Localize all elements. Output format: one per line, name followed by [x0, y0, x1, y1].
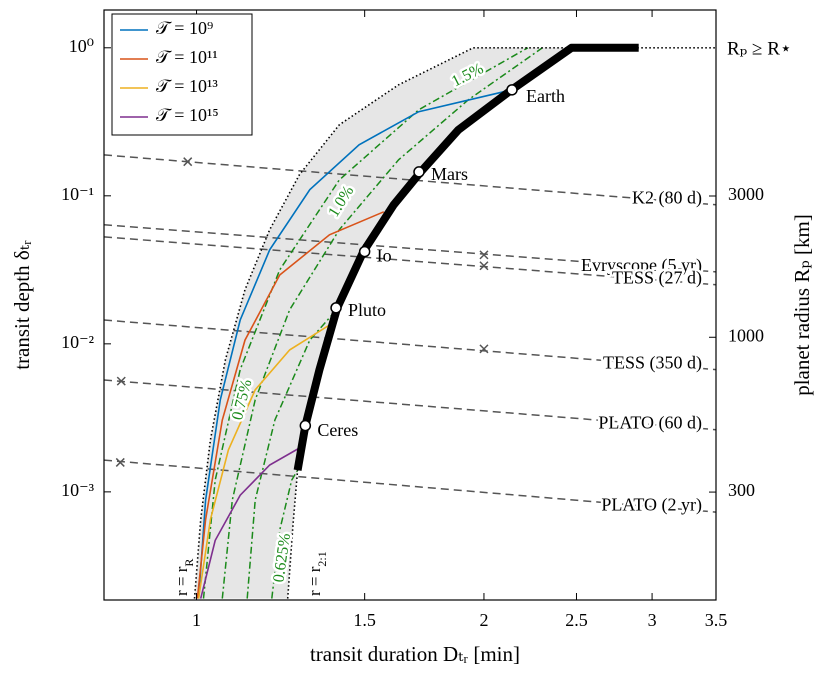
survey-label: Evryscope (5 yr): [581, 255, 702, 276]
survey-line: [104, 154, 716, 206]
plot-frame: [103, 9, 717, 601]
survey-line: [104, 224, 716, 273]
planet-point: [330, 302, 342, 314]
planet-label: Earth: [526, 86, 565, 106]
boundary-label: r = rR: [172, 559, 196, 596]
survey-line: [104, 379, 716, 431]
series-line: [196, 211, 385, 599]
survey-marker: [183, 157, 193, 167]
survey-label: PLATO (2 yr): [601, 495, 702, 516]
x-tick-label: 3.5: [705, 610, 728, 630]
legend-label: 𝒯 = 10¹⁵: [156, 105, 219, 125]
planet-label: Mars: [431, 164, 468, 184]
survey-line: [104, 319, 716, 371]
y-tick-label: 10⁰: [69, 36, 94, 56]
planet-point: [413, 166, 425, 178]
x-tick-label: 3: [648, 610, 657, 630]
y-tick-label: 10⁻³: [61, 480, 95, 500]
efficiency-curve: [246, 313, 334, 599]
survey-label: TESS (350 d): [603, 352, 702, 373]
plot-area: [104, 43, 716, 599]
boundary-line: [286, 470, 299, 599]
efficiency-curve: [221, 47, 543, 599]
survey-label: TESS (27 d): [612, 268, 702, 289]
boundary-line: [193, 47, 716, 599]
x-axis-label: transit duration Dₜᵣ [min]: [310, 642, 520, 666]
planet-point: [506, 84, 518, 96]
efficiency-curve: [271, 469, 299, 599]
y2-axis-label: planet radius Rₚ [km]: [790, 214, 814, 396]
legend-label: 𝒯 = 10¹³: [156, 76, 218, 96]
boundary-label-sub: R: [182, 559, 196, 567]
y-tick-label: 10⁻¹: [61, 184, 94, 204]
survey-line: [104, 236, 716, 286]
series-line: [197, 324, 330, 599]
legend-label: 𝒯 = 10¹¹: [156, 47, 218, 67]
planet-sequence: [293, 43, 639, 471]
series-line: [199, 447, 300, 599]
x-tick-label: 1: [192, 610, 201, 630]
series-line: [197, 89, 513, 599]
survey-label: K2 (80 d): [632, 188, 702, 209]
boundary-label-main: r = r: [305, 566, 324, 596]
boundary-label-sub: 2:1: [315, 551, 329, 566]
y2-tick-label: 1000: [728, 325, 764, 345]
survey-marker: [479, 344, 489, 354]
planet-label: Pluto: [348, 300, 386, 320]
y-axis-label: transit depth δₜᵣ: [10, 240, 34, 370]
planet-label: Io: [377, 246, 392, 266]
survey-line: [104, 459, 716, 513]
survey-marker: [115, 457, 125, 467]
survey-marker: [116, 376, 126, 386]
survey-marker: [479, 261, 489, 271]
survey-marker: [479, 250, 489, 260]
legend-label: 𝒯 = 10⁹: [156, 18, 213, 38]
top-label: Rₚ ≥ R⋆: [727, 38, 792, 59]
planet-point: [358, 245, 371, 258]
planet-label: Ceres: [317, 420, 358, 440]
y2-tick-label: 300: [728, 480, 755, 500]
y2-tick-label: 3000: [728, 184, 764, 204]
x-tick-label: 2.5: [565, 610, 588, 630]
y-tick-label: 10⁻²: [61, 332, 94, 352]
boundary-label: r = r2:1: [305, 551, 329, 596]
planet-point: [299, 419, 312, 432]
boundary-label-main: r = r: [172, 566, 191, 596]
shaded-region: [194, 47, 639, 599]
x-tick-label: 1.5: [353, 610, 376, 630]
legend-box: [111, 13, 253, 136]
survey-label: PLATO (60 d): [598, 412, 702, 433]
x-tick-label: 2: [479, 610, 488, 630]
